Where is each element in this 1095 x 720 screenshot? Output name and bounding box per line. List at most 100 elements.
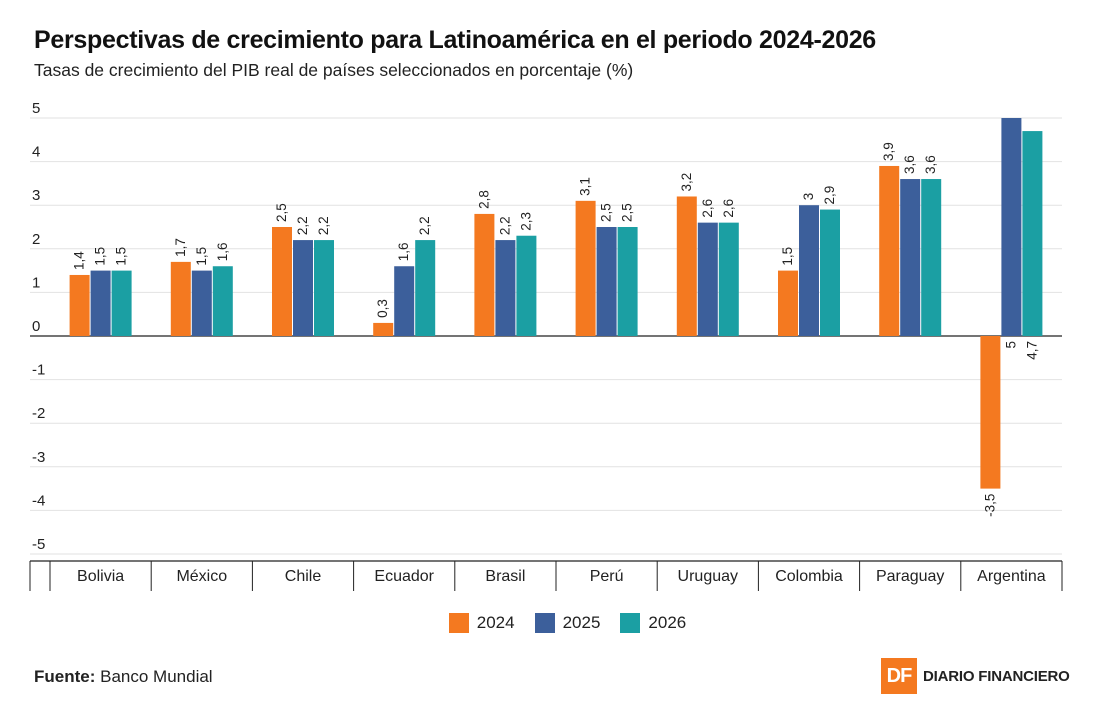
legend-item-2024: 2024 xyxy=(448,613,515,633)
data-label: -3,5 xyxy=(982,494,997,517)
y-tick-label: 0 xyxy=(32,318,40,335)
source-note: Fuente: Banco Mundial xyxy=(34,667,213,687)
brand-mark: DF xyxy=(881,658,917,694)
y-tick-label: -3 xyxy=(32,449,45,466)
legend-label-2024: 2024 xyxy=(476,613,515,632)
data-label: 3,6 xyxy=(923,155,938,174)
data-label: 2,6 xyxy=(700,199,715,218)
data-label: 2,2 xyxy=(497,216,512,235)
y-tick-label: 5 xyxy=(32,100,40,117)
legend-swatch-2025 xyxy=(534,613,555,633)
legend-label-2025: 2025 xyxy=(562,613,601,632)
x-tick-label: Colombia xyxy=(775,568,843,585)
y-tick-label: 4 xyxy=(32,144,40,161)
x-tick-label: Bolivia xyxy=(77,568,124,585)
bar xyxy=(900,179,921,336)
data-label: 2,2 xyxy=(295,216,310,235)
bar xyxy=(212,266,233,336)
legend-label-2026: 2026 xyxy=(648,613,687,632)
chart-subtitle: Tasas de crecimiento del PIB real de paí… xyxy=(34,60,634,80)
data-labels: 1,4 1,5 1,5 1,7 1,5 1,6 2,5 2,2 2,2 0,3 1,6 2,2 2,8 2… xyxy=(72,142,1040,517)
bar xyxy=(69,274,90,336)
data-label: 4,7 xyxy=(1024,341,1039,360)
data-label: 1,6 xyxy=(396,242,411,261)
chart-title: Perspectivas de crecimiento para Latinoa… xyxy=(34,26,876,54)
bar xyxy=(617,227,638,336)
bar xyxy=(170,261,191,336)
bar xyxy=(1022,131,1043,336)
bar xyxy=(820,209,840,336)
data-label: 1,5 xyxy=(114,247,129,266)
y-tick-label: 1 xyxy=(32,274,40,291)
data-label: 3,2 xyxy=(679,173,694,192)
bar xyxy=(718,222,739,336)
bar xyxy=(314,240,334,336)
x-tick-label: México xyxy=(176,568,227,585)
bar xyxy=(394,266,415,336)
data-label: 2,5 xyxy=(599,203,614,222)
legend-item-2026: 2026 xyxy=(620,613,686,633)
data-label: 2,6 xyxy=(721,199,736,218)
brand-name: DIARIO FINANCIERO xyxy=(923,667,1070,685)
data-label: 3,9 xyxy=(881,142,896,161)
bar xyxy=(1001,118,1022,336)
data-label: 1,5 xyxy=(780,247,795,266)
bar xyxy=(373,322,394,336)
bar xyxy=(799,205,819,336)
bar xyxy=(596,227,617,336)
y-tick-label: 3 xyxy=(32,187,40,204)
bar xyxy=(879,165,900,336)
bar xyxy=(474,213,495,336)
bar xyxy=(495,240,516,336)
bar xyxy=(921,179,942,336)
x-tick-label: Paraguay xyxy=(876,568,945,585)
data-label: 2,2 xyxy=(316,216,331,235)
data-label: 2,5 xyxy=(274,203,289,222)
brand-logo: DF DIARIO FINANCIERO xyxy=(881,658,1070,694)
y-tick-label: -4 xyxy=(32,492,45,509)
bar xyxy=(415,240,436,336)
data-label: 1,7 xyxy=(173,238,188,257)
bar xyxy=(272,227,292,336)
bar xyxy=(575,200,596,336)
data-label: 2,9 xyxy=(822,186,837,205)
bar xyxy=(516,235,537,336)
x-tick-label: Argentina xyxy=(977,568,1046,585)
source-value: Banco Mundial xyxy=(100,667,213,686)
data-label: 3,1 xyxy=(578,177,593,196)
data-label: 2,5 xyxy=(620,203,635,222)
x-tick-label: Ecuador xyxy=(374,568,434,585)
data-label: 1,6 xyxy=(215,242,230,261)
y-tick-label: 2 xyxy=(32,231,40,248)
data-label: 2,8 xyxy=(476,190,491,209)
data-label: 2,2 xyxy=(417,216,432,235)
y-tick-label: -1 xyxy=(32,362,45,379)
data-label: 2,3 xyxy=(518,212,533,231)
bar xyxy=(191,270,212,336)
x-axis: Bolivia México Chile Ecuador Brasil Perú Urugu… xyxy=(29,560,1063,591)
x-tick-label: Brasil xyxy=(485,568,525,585)
bar xyxy=(778,270,798,336)
y-tick-label: -2 xyxy=(32,405,45,422)
legend: 2024 2025 2026 xyxy=(0,613,1095,633)
x-tick-label: Uruguay xyxy=(678,568,738,585)
source-label: Fuente: xyxy=(34,667,96,686)
legend-swatch-2024 xyxy=(448,613,469,633)
bar xyxy=(676,196,697,336)
data-label: 1,5 xyxy=(93,247,108,266)
bar xyxy=(111,270,132,336)
data-label: 3,6 xyxy=(902,155,917,174)
bar xyxy=(293,240,313,336)
bar xyxy=(980,336,1001,489)
y-tick-label: -5 xyxy=(32,536,45,553)
legend-item-2025: 2025 xyxy=(534,613,601,633)
data-label: 0,3 xyxy=(375,299,390,318)
data-label: 1,5 xyxy=(194,247,209,266)
legend-swatch-2026 xyxy=(620,613,641,633)
data-label: 5 xyxy=(1003,341,1018,349)
data-label: 3 xyxy=(801,193,816,201)
bar xyxy=(697,222,718,336)
data-label: 1,4 xyxy=(72,251,87,270)
x-tick-label: Perú xyxy=(590,568,624,585)
